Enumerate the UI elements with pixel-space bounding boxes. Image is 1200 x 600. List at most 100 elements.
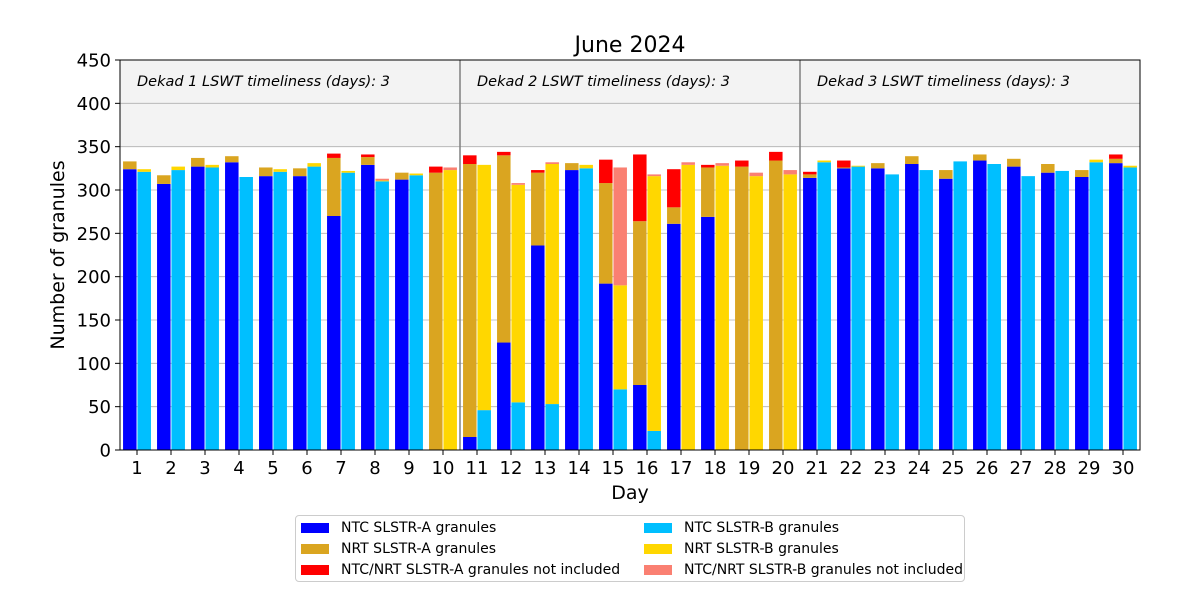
x-tick-label: 19 [738,458,761,479]
bar-segment [191,157,205,167]
bar-segment [647,174,661,177]
y-tick-label: 250 [77,224,111,245]
bar-segment [511,184,525,403]
bar-segment [715,163,729,166]
x-tick-label: 21 [806,458,829,479]
x-tick-label: 13 [534,458,557,479]
x-tick-label: 4 [233,458,244,479]
bar-segment [803,174,817,178]
y-tick-label: 0 [100,441,111,462]
bar-segment [681,162,695,165]
legend-item: NTC/NRT SLSTR-A granules not included [301,560,620,580]
y-axis-label: Number of granules [47,160,69,349]
bar-segment [1089,162,1103,450]
bar-segment [939,170,953,179]
bar-segment [1109,158,1123,164]
bar-segment [871,163,885,169]
bar-segment [157,183,171,450]
bar-segment [1075,170,1089,177]
bar-segment [497,342,511,450]
bar-segment [341,170,355,173]
bar-segment [633,154,647,222]
x-tick-label: 15 [602,458,625,479]
bar-segment [565,163,579,171]
bar-segment [497,155,511,343]
plot-frame [119,59,1141,451]
bar-segment [1109,163,1123,450]
bar-segment [681,164,695,450]
y-tick-label: 350 [77,137,111,158]
bar-segment [191,166,205,450]
bar-segment [749,176,763,450]
bar-segment [307,163,321,167]
x-tick-label: 14 [568,458,591,479]
bar-segment [633,385,647,450]
bar-segment [905,156,919,164]
bar-segment [477,164,491,411]
bar-segment [205,164,219,168]
bar-segment [341,172,355,450]
bar-segment [701,164,715,168]
legend-item: NRT SLSTR-B granules [644,539,839,559]
bar-segment [375,178,389,181]
bar-segment [293,168,307,177]
legend-item: NTC SLSTR-B granules [644,518,839,538]
bar-segment [667,223,681,450]
bar-segment [973,154,987,161]
y-tick-label: 100 [77,354,111,375]
x-tick-label: 16 [636,458,659,479]
x-tick-label: 18 [704,458,727,479]
bar-segment [361,157,375,165]
bar-segment [1055,170,1069,450]
bar-segment [361,164,375,450]
x-axis-label: Day [611,482,649,504]
bar-segment [599,283,613,450]
bar-segment [1021,176,1035,450]
bar-segment [273,171,287,451]
y-tick-label: 50 [88,397,111,418]
x-tick-label: 12 [500,458,523,479]
bar-segment [851,165,865,167]
bar-segment [511,402,525,450]
bar-segment [715,165,729,450]
y-tick-label: 150 [77,311,111,332]
x-tick-label: 29 [1078,458,1101,479]
bar-segment [647,430,661,450]
bar-segment [851,166,865,450]
bar-segment [545,164,559,405]
legend-swatch [301,523,329,533]
bar-segment [953,161,967,450]
bar-segment [395,172,409,180]
bar-segment [273,169,287,172]
bar-segment [1041,172,1055,450]
x-tick-label: 25 [942,458,965,479]
bar-segment [171,166,185,171]
x-tick-label: 24 [908,458,931,479]
bar-segment [667,207,681,224]
bar-segment [123,161,137,170]
x-tick-label: 5 [267,458,278,479]
legend-item: NTC SLSTR-A granules [301,518,496,538]
x-tick-label: 23 [874,458,897,479]
bar-segment [375,181,389,451]
bar-segment [579,164,593,169]
bar-segment [545,404,559,450]
legend-swatch [644,523,672,533]
bar-segment [307,166,321,450]
x-tick-label: 1 [131,458,142,479]
bar-segment [579,168,593,451]
bar-segment [613,167,627,286]
legend: NTC SLSTR-A granules NRT SLSTR-A granule… [295,515,965,582]
x-tick-label: 20 [772,458,795,479]
bar-segment [443,170,457,451]
x-tick-label: 26 [976,458,999,479]
y-tick-label: 400 [77,94,111,115]
dekad-annotation: Dekad 3 LSWT timeliness (days): 3 [817,74,1070,90]
legend-item: NRT SLSTR-A granules [301,539,496,559]
bar-segment [613,285,627,390]
bar-segment [613,389,627,450]
bar-segment [749,172,763,177]
bar-segment [701,216,715,450]
legend-label: NTC SLSTR-B granules [684,520,840,536]
